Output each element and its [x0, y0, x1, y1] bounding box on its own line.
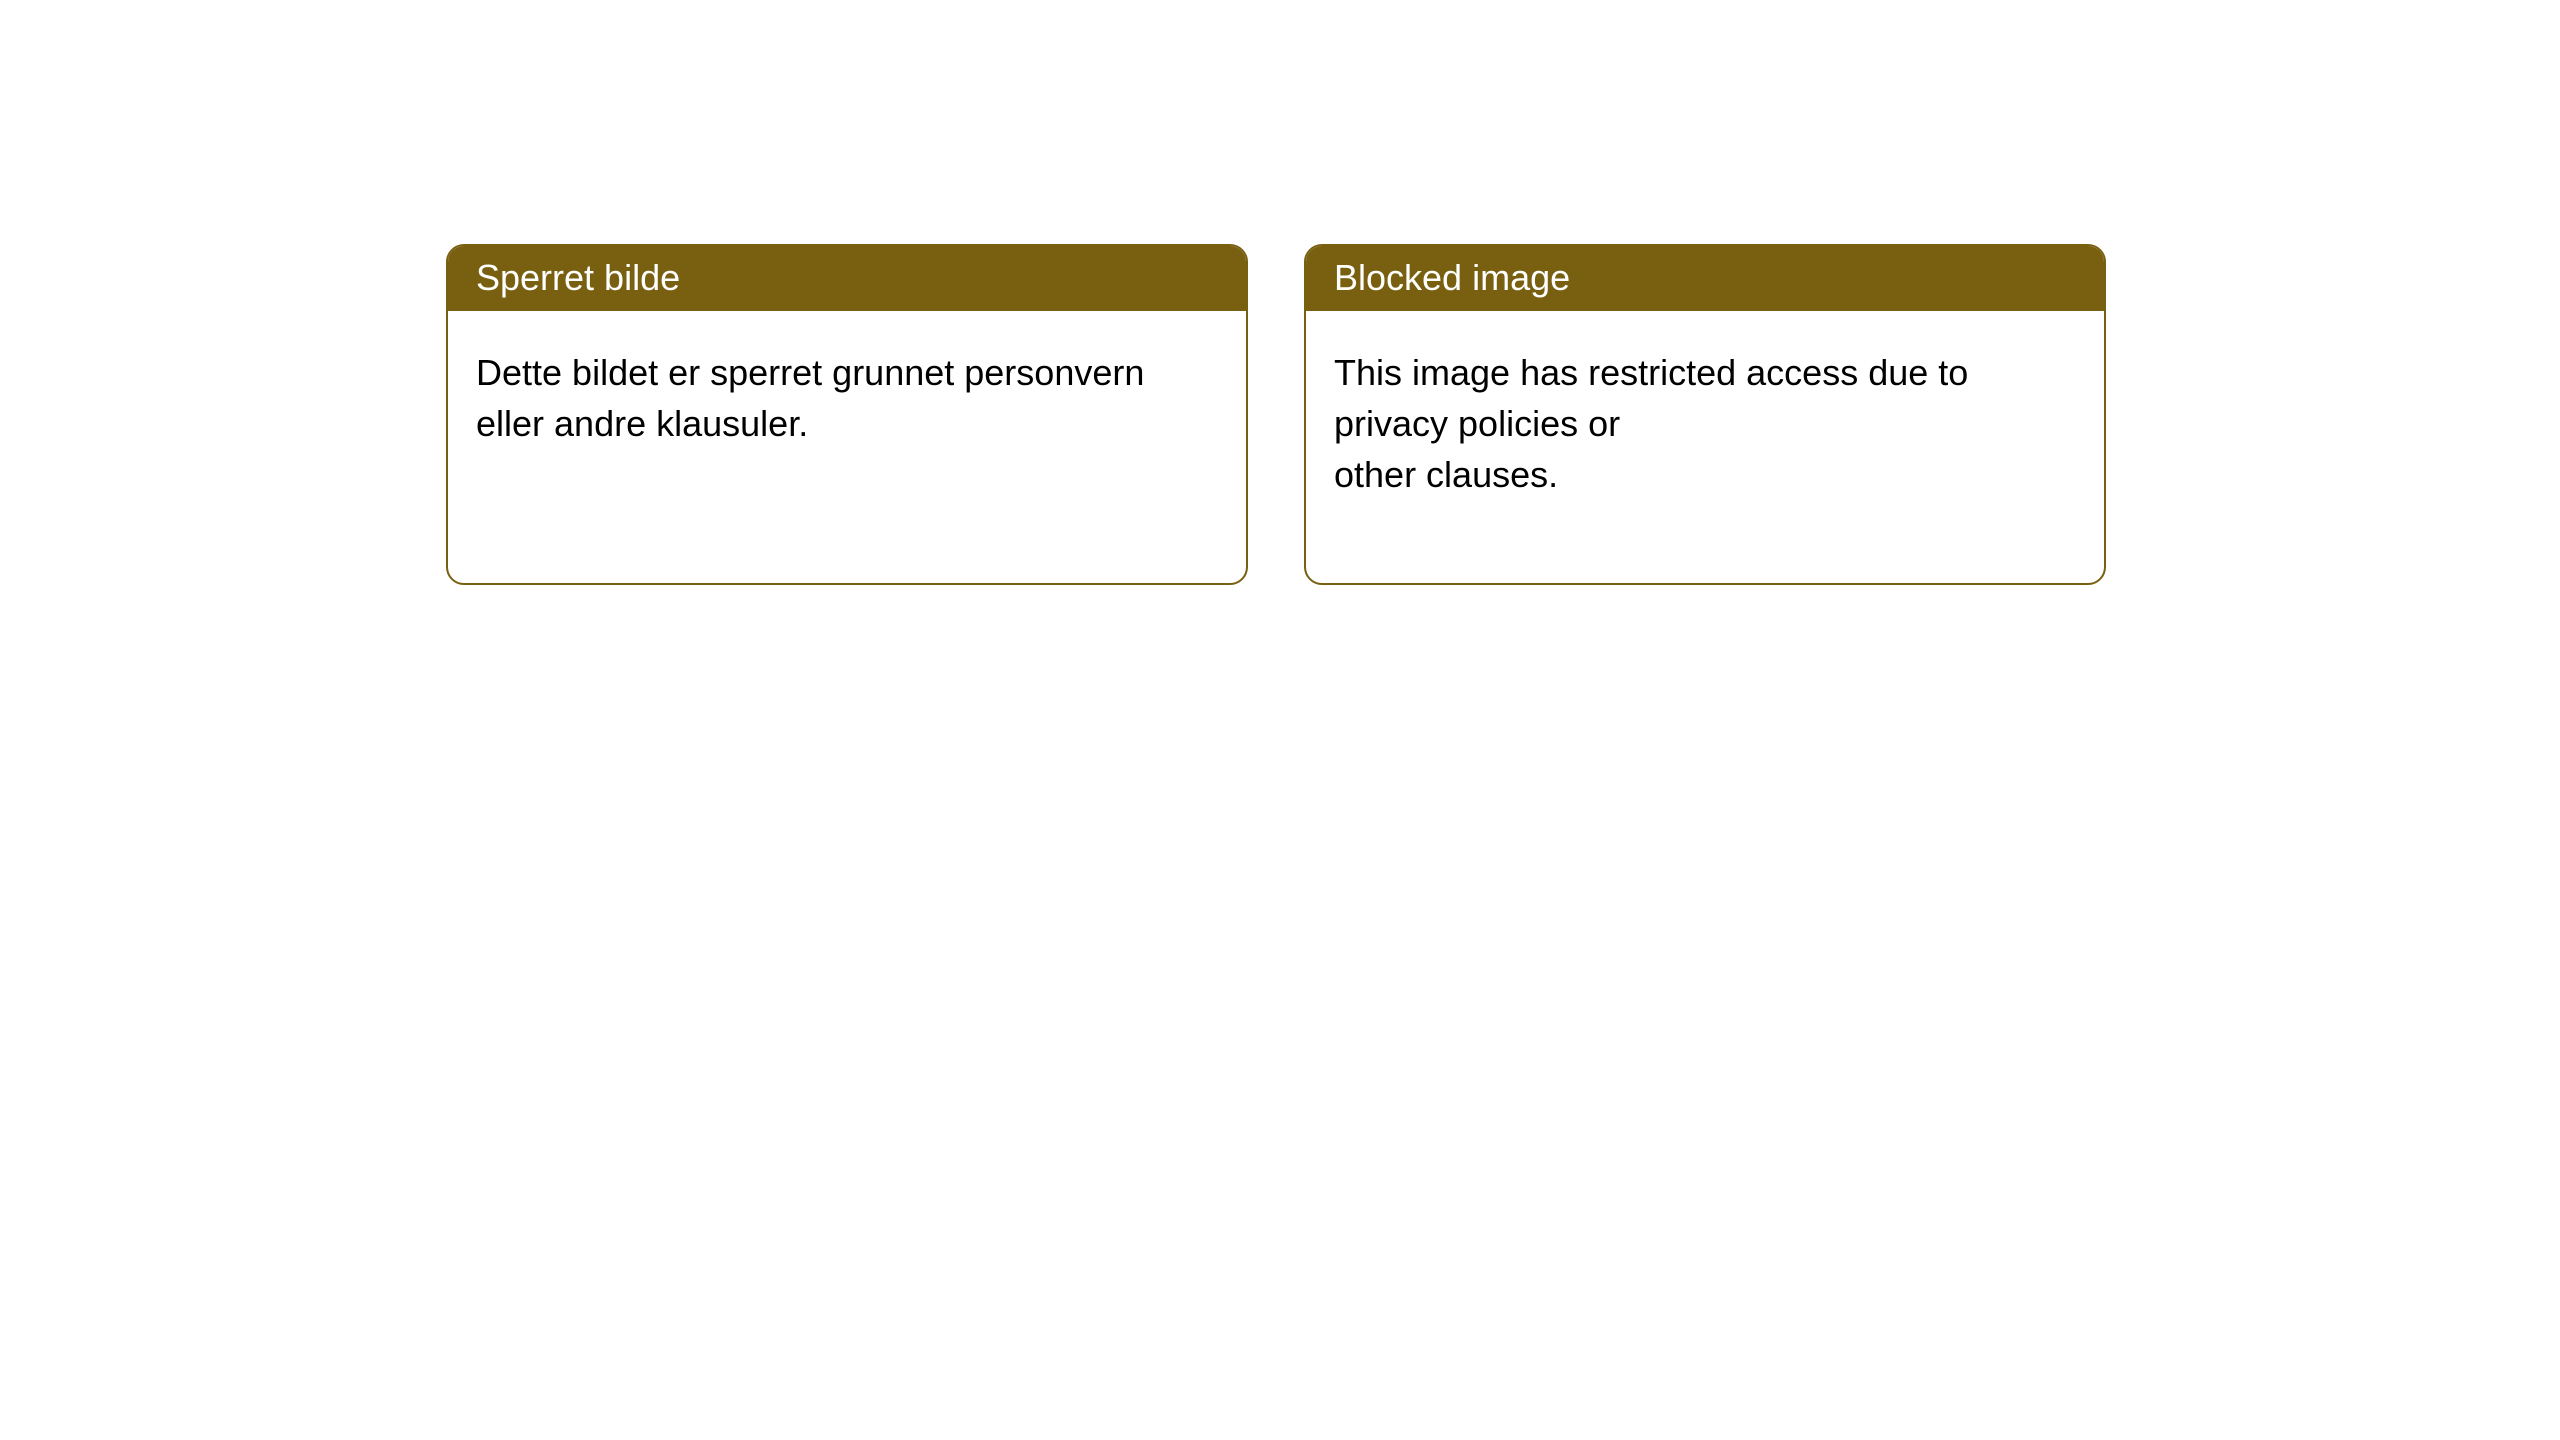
notice-body-norwegian: Dette bildet er sperret grunnet personve…: [448, 311, 1246, 583]
notice-card-english: Blocked image This image has restricted …: [1304, 244, 2106, 585]
notice-title-norwegian: Sperret bilde: [448, 246, 1246, 311]
notice-card-norwegian: Sperret bilde Dette bildet er sperret gr…: [446, 244, 1248, 585]
notice-container: Sperret bilde Dette bildet er sperret gr…: [0, 0, 2560, 585]
notice-title-english: Blocked image: [1306, 246, 2104, 311]
notice-body-english: This image has restricted access due to …: [1306, 311, 2104, 583]
